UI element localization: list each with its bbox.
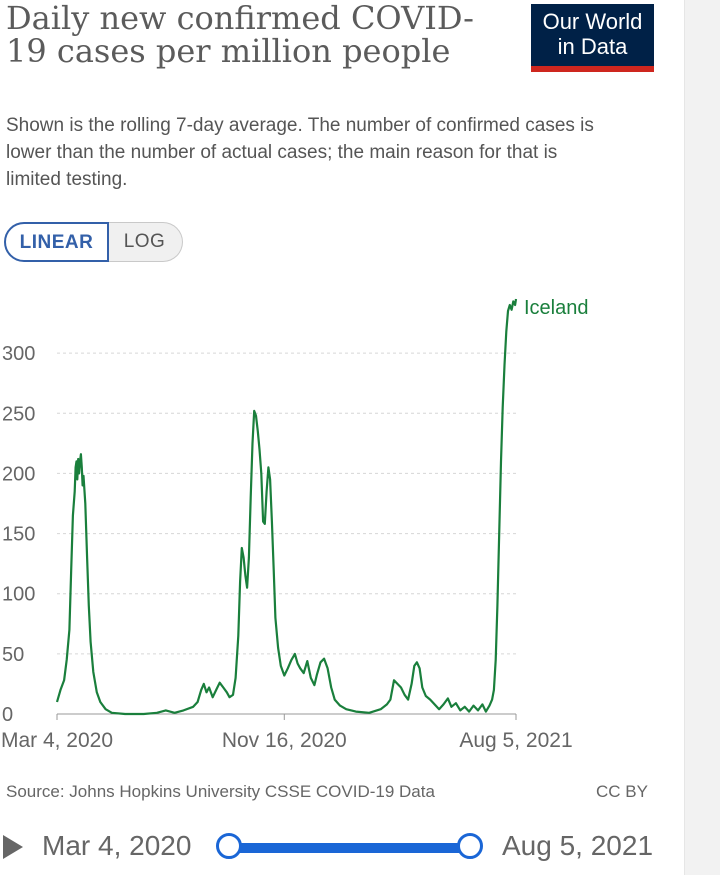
y-tick-label: 100 bbox=[2, 584, 35, 606]
x-axis: Mar 4, 2020 Nov 16, 2020 Aug 5, 2021 bbox=[1, 713, 573, 752]
y-tick-label: 200 bbox=[2, 463, 35, 485]
y-tick-label: 0 bbox=[2, 704, 13, 726]
timeline-end-date: Aug 5, 2021 bbox=[502, 830, 654, 861]
series-label-iceland: Iceland bbox=[524, 297, 589, 319]
y-axis-ticks: 0 50 100 150 200 250 300 bbox=[2, 343, 35, 726]
series-line-iceland bbox=[55, 298, 518, 716]
scale-toggle: LINEAR LOG bbox=[4, 222, 183, 262]
x-tick-label: Aug 5, 2021 bbox=[459, 729, 572, 752]
y-tick-label: 50 bbox=[2, 644, 24, 666]
timeline-slider-track[interactable] bbox=[228, 843, 470, 853]
our-world-in-data-logo[interactable]: Our World in Data bbox=[531, 4, 654, 72]
logo-line-2: in Data bbox=[557, 34, 628, 59]
source-note[interactable]: Source: Johns Hopkins University CSSE CO… bbox=[6, 782, 435, 801]
y-tick-label: 250 bbox=[2, 403, 35, 425]
y-tick-label: 150 bbox=[2, 524, 35, 546]
scrollbar-gutter bbox=[684, 0, 720, 875]
log-scale-button[interactable]: LOG bbox=[107, 222, 183, 262]
x-tick-label: Mar 4, 2020 bbox=[1, 729, 113, 752]
chart-subtitle: Shown is the rolling 7-day average. The … bbox=[6, 115, 594, 190]
line-chart: 0 50 100 150 200 250 300 Mar 4, 2020 Nov 16, 20… bbox=[1, 297, 589, 752]
license-link[interactable]: CC BY bbox=[596, 782, 648, 801]
play-icon[interactable] bbox=[3, 835, 23, 859]
x-tick-label: Nov 16, 2020 bbox=[222, 729, 347, 752]
gridlines bbox=[57, 352, 516, 655]
linear-scale-button[interactable]: LINEAR bbox=[4, 222, 109, 262]
timeline-start-handle[interactable] bbox=[216, 833, 242, 859]
timeline-end-handle[interactable] bbox=[457, 833, 483, 859]
logo-line-1: Our World bbox=[542, 9, 643, 34]
timeline-start-date: Mar 4, 2020 bbox=[42, 830, 192, 861]
chart-title: Daily new confirmed COVID-19 cases per m… bbox=[6, 0, 474, 70]
series-layer: Iceland bbox=[55, 297, 589, 716]
y-tick-label: 300 bbox=[2, 343, 35, 365]
